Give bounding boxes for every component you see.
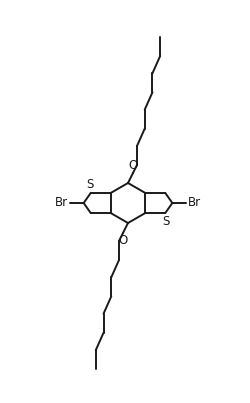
Text: S: S [163,215,170,228]
Text: S: S [86,178,93,191]
Text: O: O [118,234,128,247]
Text: O: O [128,159,138,172]
Text: Br: Br [188,197,202,210]
Text: Br: Br [54,197,68,210]
